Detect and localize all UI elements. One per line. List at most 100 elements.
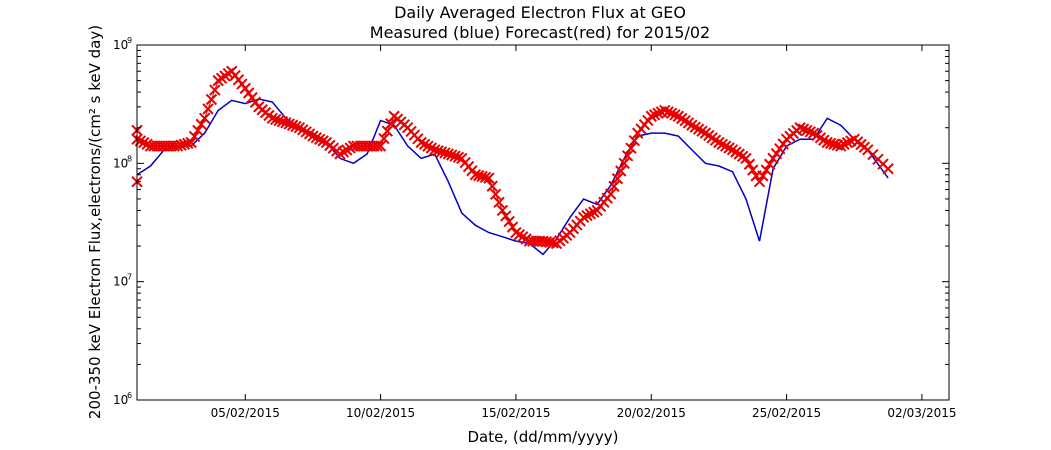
forecast-marker: [185, 136, 197, 149]
forecast-marker: [188, 130, 201, 143]
x-tick-label: 25/02/2015: [752, 406, 821, 420]
x-axis: 05/02/2015 10/02/2015 15/02/2015 20/02/2015…: [211, 45, 957, 420]
forecast-marker: [740, 152, 752, 165]
forecast-marker: [418, 138, 431, 151]
forecast-marker: [209, 84, 221, 96]
forecast-marker: [794, 122, 806, 134]
forecast-marker: [378, 132, 390, 145]
forecast-marker: [774, 143, 786, 155]
forecast-marker: [439, 147, 451, 159]
forecast-marker: [449, 150, 461, 162]
y-axis-label: 200-350 keV Electron Flux,electrons/(cm²…: [86, 25, 104, 419]
plot-area: [131, 65, 894, 256]
plot-frame: [136, 44, 950, 401]
forecast-marker: [882, 163, 894, 175]
forecast-marker: [175, 139, 187, 151]
forecast-marker: [753, 175, 766, 188]
forecast-marker: [476, 170, 488, 183]
forecast-marker: [801, 124, 813, 137]
forecast-marker: [385, 117, 397, 130]
forecast-marker: [828, 138, 840, 150]
forecast-marker: [374, 140, 387, 152]
forecast-marker: [665, 107, 678, 120]
forecast-marker: [767, 152, 779, 165]
forecast-marker: [581, 209, 593, 222]
y-tick-exponent: 9: [127, 36, 132, 45]
forecast-marker: [276, 115, 289, 128]
forecast-marker: [307, 130, 319, 142]
x-tick-label: 20/02/2015: [617, 406, 686, 420]
forecast-marker: [716, 138, 729, 151]
forecast-marker: [838, 138, 850, 151]
forecast-marker: [496, 204, 509, 217]
forecast-marker: [611, 172, 624, 185]
forecast-marker: [310, 131, 323, 144]
x-tick-label: 15/02/2015: [481, 406, 550, 420]
forecast-marker: [797, 123, 810, 135]
forecast-marker: [500, 210, 512, 222]
forecast-marker: [473, 169, 485, 182]
forecast-marker: [747, 164, 759, 176]
forecast-marker: [192, 124, 204, 137]
forecast-marker: [286, 119, 299, 131]
forecast-marker: [760, 164, 773, 176]
forecast-marker: [763, 158, 776, 170]
forecast-marker: [662, 106, 674, 118]
forecast-marker: [141, 138, 153, 151]
forecast-marker: [202, 103, 214, 115]
forecast-marker: [577, 211, 590, 223]
forecast-marker: [503, 215, 515, 228]
forecast-marker: [493, 196, 505, 209]
y-tick-label: 10: [113, 38, 128, 52]
forecast-marker: [198, 112, 211, 125]
forecast-marker: [719, 140, 732, 152]
y-tick-label: 10: [113, 156, 128, 170]
forecast-marker: [743, 158, 756, 170]
forecast-marker: [195, 118, 207, 131]
forecast-marker: [273, 114, 285, 127]
forecast-marker: [452, 151, 465, 164]
forecast-marker: [266, 112, 279, 125]
forecast-marker: [280, 117, 292, 129]
y-tick-exponent: 6: [127, 391, 132, 400]
forecast-marker: [479, 171, 492, 183]
forecast-marker: [432, 145, 444, 157]
forecast-marker: [821, 136, 833, 149]
forecast-marker: [757, 170, 769, 182]
forecast-marker: [584, 208, 597, 220]
forecast-marker: [469, 169, 482, 181]
y-tick-exponent: 7: [127, 273, 132, 282]
forecast-marker: [841, 136, 854, 149]
forecast-marker: [435, 146, 448, 158]
forecast-marker: [442, 148, 454, 160]
forecast-marker: [713, 136, 725, 149]
forecast-marker: [205, 93, 218, 106]
y-tick-label: 10: [113, 393, 128, 407]
forecast-marker: [381, 125, 394, 137]
forecast-marker: [270, 113, 282, 126]
forecast-marker: [489, 188, 502, 200]
forecast-marker: [618, 157, 630, 170]
forecast-marker: [804, 126, 816, 138]
forecast-marker: [425, 142, 438, 154]
forecast-marker: [648, 109, 661, 121]
forecast-marker: [652, 107, 664, 120]
y-tick-exponent: 8: [127, 154, 132, 163]
chart-title-line2: Measured (blue) Forecast(red) for 2015/0…: [370, 23, 710, 42]
forecast-marker: [171, 140, 184, 152]
forecast-marker: [669, 109, 681, 121]
forecast-marker: [608, 180, 620, 193]
forecast-marker: [659, 104, 671, 117]
forecast-marker: [628, 134, 641, 147]
forecast-marker: [486, 180, 498, 192]
forecast-marker: [483, 172, 495, 184]
forecast-marker: [604, 188, 617, 200]
forecast-marker: [422, 140, 434, 152]
forecast-marker: [547, 237, 559, 249]
forecast-marker: [178, 138, 191, 150]
forecast-marker: [723, 142, 735, 154]
forecast-marker: [835, 140, 847, 152]
x-tick-label: 02/03/2015: [887, 406, 956, 420]
